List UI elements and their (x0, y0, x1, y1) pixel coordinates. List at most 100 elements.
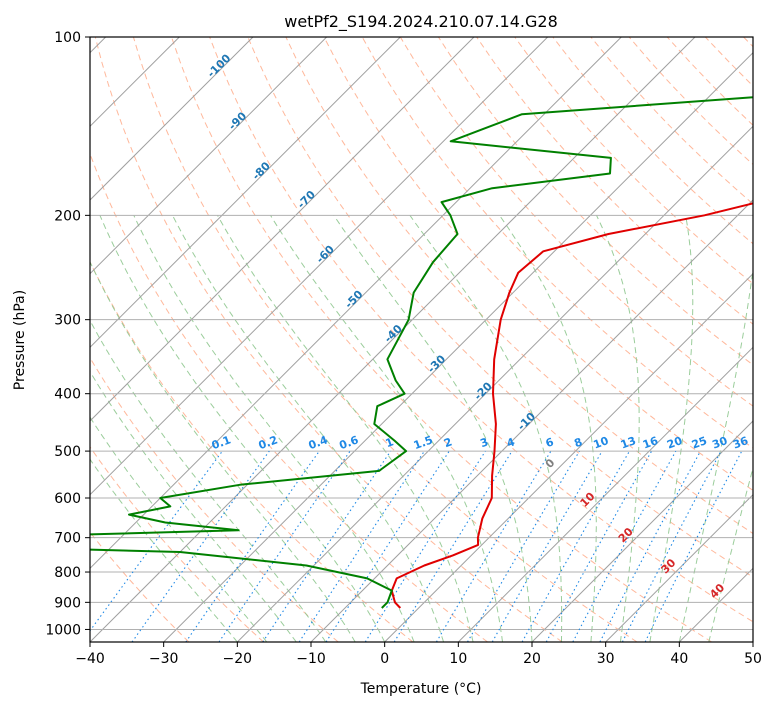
wet-bulb-label: 0 (543, 456, 558, 471)
isotherm-label: -50 (342, 288, 365, 311)
skewed-isotherm-line (90, 37, 475, 422)
mixing-ratio-label: 16 (641, 434, 660, 452)
x-tick-label: 0 (380, 651, 389, 667)
mixing-ratio-line (545, 450, 653, 642)
wet-bulb-label: 10 (578, 490, 598, 510)
isotherm-label: -20 (472, 379, 495, 402)
skewed-isotherm-line (90, 37, 328, 275)
x-tick-label: 50 (744, 651, 762, 667)
moist-adiabat-line (99, 215, 386, 642)
y-tick-label: 400 (54, 387, 81, 403)
x-axis-label: Temperature (°C) (360, 681, 482, 697)
mixing-ratio-line (644, 450, 743, 642)
x-axis-ticks: −40 −30 −20 −10 0 10 20 30 40 50 (75, 642, 762, 667)
mixing-ratio-label: 20 (665, 434, 684, 452)
mixing-ratio-label: 13 (619, 434, 638, 451)
mixing-ratio-line (364, 450, 486, 642)
y-tick-label: 900 (54, 595, 81, 611)
temperature-profile-line (390, 202, 753, 609)
dry-adiabat-line (552, 37, 753, 245)
mixing-ratio-line (131, 450, 270, 642)
mixing-ratio-label: 25 (690, 434, 709, 451)
moist-adiabat-line (499, 215, 597, 642)
mixing-ratio-label: 0.6 (338, 433, 361, 452)
x-tick-label: −40 (75, 651, 105, 667)
y-axis-label: Pressure (hPa) (12, 290, 28, 390)
moist-adiabat-line (90, 458, 238, 642)
mixing-ratio-line (572, 450, 677, 642)
mixing-ratio-line (185, 450, 320, 642)
skewed-isotherm-line (678, 567, 753, 642)
x-tick-label: −30 (149, 651, 179, 667)
dry-adiabat-line (171, 37, 712, 642)
chart-title: wetPf2_S194.2024.210.07.14.G28 (284, 12, 558, 32)
mixing-ratio-label: 4 (505, 435, 517, 450)
mixing-ratio-line (298, 450, 425, 642)
moist-adiabat-line (649, 215, 694, 642)
isotherm-label: -90 (226, 109, 249, 132)
isotherm-label: -60 (314, 242, 337, 265)
y-tick-label: 800 (54, 565, 81, 581)
dry-adiabat-line (132, 37, 638, 642)
mixing-ratio-line (521, 450, 630, 642)
dry-adiabat-line (94, 37, 563, 642)
dry-adiabat-line (323, 37, 753, 491)
mixing-ratio-label: 10 (592, 434, 611, 452)
skewed-isotherm-line (310, 199, 753, 642)
plot-area: 0.1 0.2 0.4 0.6 1 1.5 2 3 4 6 8 10 13 16 20 25 30 36-100-… (90, 37, 753, 642)
sounding-series (90, 96, 753, 609)
dry-adiabat-line (285, 37, 753, 535)
y-tick-label: 500 (54, 444, 81, 460)
mixing-ratio-line (90, 450, 223, 632)
skewed-isotherm-line (90, 37, 254, 201)
y-tick-label: 600 (54, 491, 81, 507)
mixing-ratio-label: 36 (731, 434, 750, 452)
pressure-gridlines (90, 37, 753, 630)
moist-adiabat-line (708, 466, 753, 642)
y-axis-ticks: 100 200 300 400 500 600 700 800 900 1000 (45, 30, 90, 638)
moist-adiabat-line (172, 215, 445, 642)
x-tick-label: 30 (597, 651, 615, 667)
y-tick-label: 300 (54, 313, 81, 329)
mixing-ratio-label: 1.5 (412, 433, 435, 452)
moist-adiabat-line (90, 370, 297, 642)
plot-frame (89, 36, 754, 643)
isotherm-label: -30 (425, 352, 448, 375)
x-tick-label: 20 (523, 651, 541, 667)
moist-adiabat-line (90, 319, 327, 642)
dry-adiabat-line (247, 37, 753, 578)
dry-adiabat-line (90, 446, 264, 642)
mixing-ratio-label: 8 (572, 435, 584, 450)
dewpoint-profile-line (90, 96, 753, 609)
skewed-isotherm-line (457, 346, 753, 642)
x-tick-label: −10 (296, 651, 326, 667)
skewed-isotherm-line (90, 37, 622, 570)
moist-adiabat-line (90, 260, 356, 642)
skewed-isotherm-line (236, 125, 753, 642)
moist-adiabat-line (90, 416, 268, 642)
y-tick-label: 700 (54, 531, 81, 547)
skewed-isotherm-line (531, 420, 753, 642)
isotherm-label: -80 (250, 159, 273, 182)
x-tick-label: 10 (449, 651, 467, 667)
dry-adiabats (90, 37, 753, 642)
mixing-ratio-line (262, 450, 392, 642)
mixing-ratio-label: 2 (442, 435, 454, 450)
mixing-ratio-line (435, 450, 552, 642)
mixing-ratio-label: 0.1 (210, 433, 233, 452)
dry-adiabat-line (704, 37, 753, 87)
skewed-isotherm-line (384, 272, 753, 642)
dry-adiabat-line (743, 37, 753, 48)
x-tick-label: 40 (670, 651, 688, 667)
skewed-isotherms (90, 37, 753, 642)
isotherm-label: -100 (205, 51, 234, 80)
skewed-isotherm-line (90, 37, 549, 496)
moist-adiabat-line (270, 215, 503, 642)
dry-adiabat-line (666, 37, 753, 126)
mixing-ratio-label: 0.4 (307, 433, 330, 452)
moist-adiabats (90, 215, 753, 642)
moist-adiabat-line (409, 215, 563, 642)
skewed-isotherm-line (752, 641, 753, 642)
moist-adiabat-line (678, 265, 753, 642)
